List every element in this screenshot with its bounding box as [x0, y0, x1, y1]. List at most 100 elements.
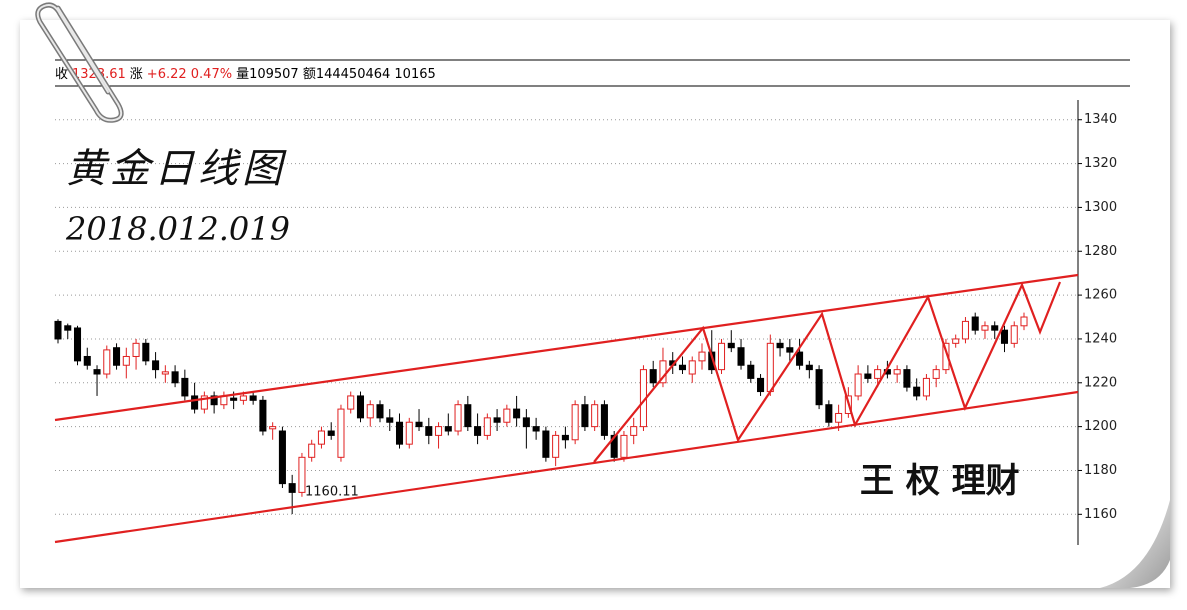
candle-body: [73, 327, 82, 362]
chart-title: 黄金日线图: [66, 146, 287, 192]
candle-body: [630, 426, 638, 436]
upper-channel: [54, 273, 1079, 422]
paperclip: [35, 2, 124, 123]
y-tick-label: 1320: [1084, 156, 1117, 171]
candle-body: [649, 369, 657, 384]
candle-body: [952, 338, 960, 344]
candle-body: [376, 404, 384, 419]
candle-body: [347, 395, 355, 410]
candle-body: [1020, 316, 1028, 327]
candle-body: [132, 342, 140, 357]
candles: [54, 312, 1028, 515]
page-curl: [1100, 500, 1170, 588]
candle-body: [825, 404, 833, 423]
candle-body: [610, 434, 618, 458]
candle-body: [356, 395, 365, 419]
candle-body: [591, 404, 599, 428]
candle-body: [288, 483, 296, 493]
candle-body: [932, 369, 940, 379]
grid: 1160 1180 1200 1220 1240 1260 1280 1300 1320 1340: [55, 112, 1117, 522]
candle-body: [600, 404, 608, 436]
candle-body: [747, 364, 755, 379]
candle-body: [678, 364, 687, 371]
candle-body: [815, 369, 823, 406]
y-tick-label: 1160: [1084, 507, 1117, 522]
header: 收 1323.61 涨 +6.22 0.47% 量109507 额144450464 1…: [55, 67, 436, 82]
status-item: 量109507 额144450464 10165: [236, 67, 436, 82]
candle-body: [474, 426, 482, 436]
candle-body: [805, 364, 813, 371]
candle-body: [981, 325, 989, 331]
candle-body: [786, 347, 794, 353]
candle-body: [308, 443, 316, 458]
status-item: 涨: [130, 67, 143, 82]
candle-body: [727, 342, 735, 349]
candle-body: [405, 421, 413, 445]
candle-body: [503, 408, 511, 423]
candle-body: [913, 386, 921, 397]
annotation: 1160.11: [305, 485, 359, 500]
candle-body: [991, 325, 999, 331]
candle-body: [864, 373, 872, 379]
candle-body: [239, 395, 247, 401]
candle-body: [698, 351, 706, 362]
candle-body: [717, 342, 726, 371]
candle-body: [796, 351, 804, 366]
candle-body: [415, 421, 423, 428]
candle-body: [483, 417, 491, 436]
candle-body: [1010, 325, 1018, 344]
candle-body: [249, 395, 257, 401]
candle-body: [835, 412, 843, 423]
candle-body: [776, 342, 784, 349]
candle-body: [922, 377, 930, 397]
candle-body: [561, 434, 569, 441]
y-tick-label: 1240: [1084, 331, 1117, 346]
candle-body: [513, 408, 521, 419]
candle-body: [337, 408, 345, 458]
candle-body: [366, 404, 374, 419]
status-item: 收: [55, 67, 68, 82]
candle-body: [444, 426, 452, 432]
candle-body: [1000, 329, 1009, 344]
y-tick-label: 1180: [1084, 463, 1117, 478]
candle-body: [425, 426, 433, 436]
candle-body: [142, 342, 150, 362]
candle-body: [122, 355, 130, 366]
trend-lines: [54, 273, 1079, 544]
candle-body: [230, 397, 238, 401]
candle-body: [259, 399, 267, 432]
y-tick-label: 1220: [1084, 375, 1117, 390]
candle-body: [708, 351, 716, 371]
candle-body: [464, 404, 472, 428]
candle-body: [971, 316, 979, 331]
candle-body: [327, 430, 335, 436]
zigzag: [593, 281, 1062, 463]
candle-body: [317, 430, 325, 445]
candle-body: [737, 347, 745, 366]
candle-body: [532, 426, 540, 432]
chart-subtitle: 2018.012.019: [65, 210, 290, 248]
low-label: 1160.11: [305, 485, 359, 500]
candle-body: [152, 360, 160, 371]
candle-body: [278, 430, 286, 485]
candle-body: [93, 369, 101, 375]
candle-body: [64, 325, 72, 331]
candle-body: [54, 320, 62, 340]
candle-body: [83, 355, 91, 366]
candle-body: [200, 395, 208, 410]
candle-body: [903, 369, 911, 388]
candle-body: [181, 377, 189, 397]
candle-body: [161, 371, 169, 375]
watermark: 王 权 理财: [860, 461, 1020, 501]
candle-body: [893, 369, 901, 375]
candle-body: [298, 456, 306, 493]
candle-body: [493, 417, 501, 423]
candle-body: [581, 404, 589, 428]
candle-body: [552, 434, 560, 458]
status-item: +6.22 0.47%: [147, 67, 232, 82]
paper: [20, 20, 1170, 588]
candle-body: [522, 417, 530, 428]
candle-body: [688, 360, 696, 375]
